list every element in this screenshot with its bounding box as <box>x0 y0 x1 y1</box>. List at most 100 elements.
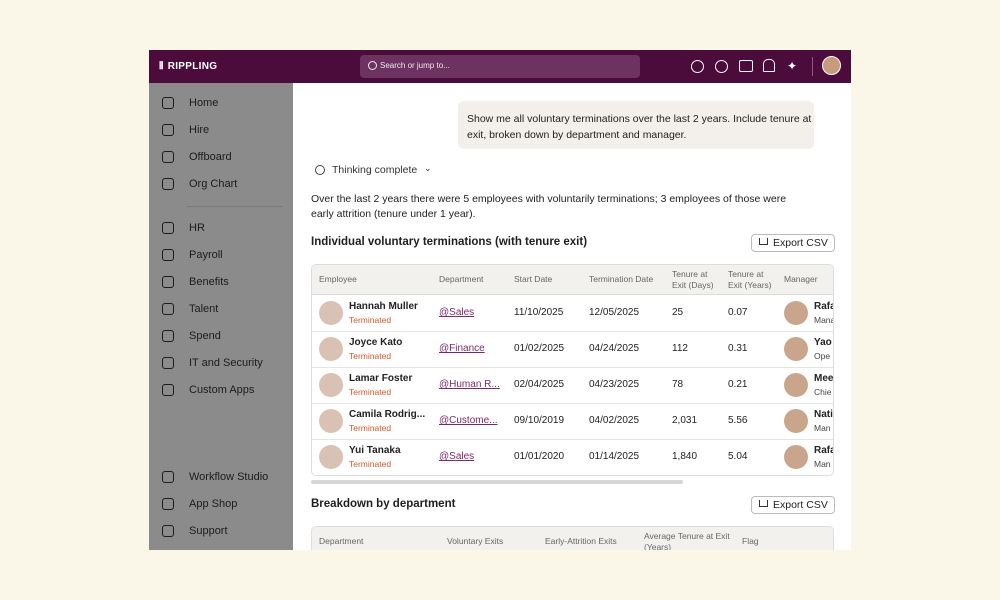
department-link[interactable]: @Finance <box>439 343 485 354</box>
nav-item[interactable]: Offboard <box>189 151 232 163</box>
column-header[interactable]: Department <box>439 274 484 284</box>
column-header[interactable]: Average Tenure at Exit (Years) <box>644 530 730 551</box>
logo[interactable]: ⦀ RIPPLING <box>159 61 218 72</box>
nav-item[interactable]: Benefits <box>189 276 229 288</box>
search-box[interactable]: Search or jump to... <box>360 55 640 78</box>
horizontal-scrollbar <box>311 480 683 484</box>
column-header[interactable]: Flag <box>742 536 759 546</box>
nav-icon <box>162 498 174 510</box>
manager-name: Nati <box>814 409 833 420</box>
employee-avatar <box>319 445 343 469</box>
table-header <box>312 527 833 550</box>
employee-status: Terminated <box>349 315 392 325</box>
cell: 25 <box>672 307 684 318</box>
department-link[interactable]: @Sales <box>439 451 475 462</box>
export-button[interactable]: Export CSV <box>751 234 835 252</box>
column-header[interactable]: Department <box>319 536 364 546</box>
chevron[interactable]: ⌄ <box>424 163 432 173</box>
cell: 04/24/2025 <box>589 343 640 354</box>
employee-status: Terminated <box>349 423 392 433</box>
nav-item[interactable]: IT and Security <box>189 357 263 369</box>
manager-title: Chie <box>814 387 832 397</box>
cell: 112 <box>672 343 688 354</box>
divider <box>812 57 813 76</box>
nav-icon <box>162 124 174 136</box>
cell: 0.31 <box>728 343 748 354</box>
row-divider <box>312 367 833 368</box>
nav-item[interactable]: Custom Apps <box>189 384 255 396</box>
column-header[interactable]: Early-Attrition Exits <box>545 536 617 546</box>
nav-icon <box>162 151 174 163</box>
ai-icon[interactable]: ✦ <box>787 59 798 73</box>
employee-avatar <box>319 337 343 361</box>
column-header[interactable]: Employee <box>319 274 357 284</box>
employee-name[interactable]: Joyce Kato <box>349 337 403 348</box>
manager-avatar <box>784 445 808 469</box>
logo-text: RIPPLING <box>167 61 218 72</box>
column-header[interactable]: Manager <box>784 274 818 284</box>
user-avatar[interactable] <box>822 56 841 75</box>
column-header[interactable]: Tenure at Exit (Days) <box>672 268 714 290</box>
cell: 01/14/2025 <box>589 451 640 462</box>
cell: 09/10/2019 <box>514 415 565 426</box>
manager-title: Man <box>814 459 831 469</box>
nav-icon <box>162 222 174 234</box>
employee-name[interactable]: Yui Tanaka <box>349 445 401 456</box>
main-content: Show me all voluntary terminations over … <box>293 83 851 550</box>
cell: 04/02/2025 <box>589 415 640 426</box>
employee-status: Terminated <box>349 387 392 397</box>
cell: 01/02/2025 <box>514 343 565 354</box>
table-header <box>312 265 833 295</box>
bell-icon[interactable] <box>763 59 775 72</box>
nav-item[interactable]: Payroll <box>189 249 223 261</box>
cell: 04/23/2025 <box>589 379 640 390</box>
nav-item[interactable]: App Shop <box>189 498 238 510</box>
cell: 01/01/2020 <box>514 451 565 462</box>
nav-item[interactable]: Talent <box>189 303 219 315</box>
row-divider <box>312 439 833 440</box>
nav-icon <box>162 384 174 396</box>
manager-avatar <box>784 409 808 433</box>
department-link[interactable]: @Human R... <box>439 379 500 390</box>
manager-avatar <box>784 373 808 397</box>
nav-item[interactable]: Hire <box>189 124 210 136</box>
department-link[interactable]: @Sales <box>439 307 475 318</box>
manager-name: Yao <box>814 337 832 348</box>
department-link[interactable]: @Custome... <box>439 415 498 426</box>
manager-avatar <box>784 301 808 325</box>
employee-name[interactable]: Camila Rodrig... <box>349 409 426 420</box>
nav-item[interactable]: Spend <box>189 330 221 342</box>
top-bar: ⦀ RIPPLING Search or jump to... ✦ <box>149 50 851 83</box>
employee-name[interactable]: Lamar Foster <box>349 373 413 384</box>
nav-item[interactable]: Org Chart <box>189 178 238 190</box>
nav-item[interactable]: Workflow Studio <box>189 471 269 483</box>
help-icon[interactable] <box>691 60 704 73</box>
manager-name: Mee <box>814 373 834 384</box>
sidebar: Home Hire Offboard Org Chart HR Payroll Benefi… <box>149 83 293 550</box>
nav-item[interactable]: Support <box>189 525 228 537</box>
cell: 5.04 <box>728 451 748 462</box>
chat-icon[interactable] <box>739 60 753 72</box>
prompt-bubble: Show me all voluntary terminations over … <box>458 101 814 149</box>
accessibility-icon[interactable] <box>715 60 728 73</box>
manager-name: Rafa <box>814 301 834 312</box>
employee-name[interactable]: Hannah Muller <box>349 301 418 312</box>
column-header[interactable]: Start Date <box>514 274 553 284</box>
cell: 12/05/2025 <box>589 307 640 318</box>
employee-avatar <box>319 409 343 433</box>
employee-avatar <box>319 301 343 325</box>
thinking-status[interactable]: Thinking complete <box>332 164 418 176</box>
export-button[interactable]: Export CSV <box>751 496 835 514</box>
nav-item[interactable]: HR <box>189 222 205 234</box>
cell: 0.07 <box>728 307 748 318</box>
column-header[interactable]: Termination Date <box>589 274 654 284</box>
manager-title: Ope <box>814 351 831 361</box>
nav-item[interactable]: Home <box>189 97 219 109</box>
column-header[interactable]: Voluntary Exits <box>447 536 504 546</box>
summary-text: Over the last 2 years there were 5 emplo… <box>311 193 787 220</box>
row-divider <box>312 403 833 404</box>
column-header[interactable]: Tenure at Exit (Years) <box>728 268 772 290</box>
nav-icon <box>162 471 174 483</box>
download-icon <box>759 500 768 507</box>
